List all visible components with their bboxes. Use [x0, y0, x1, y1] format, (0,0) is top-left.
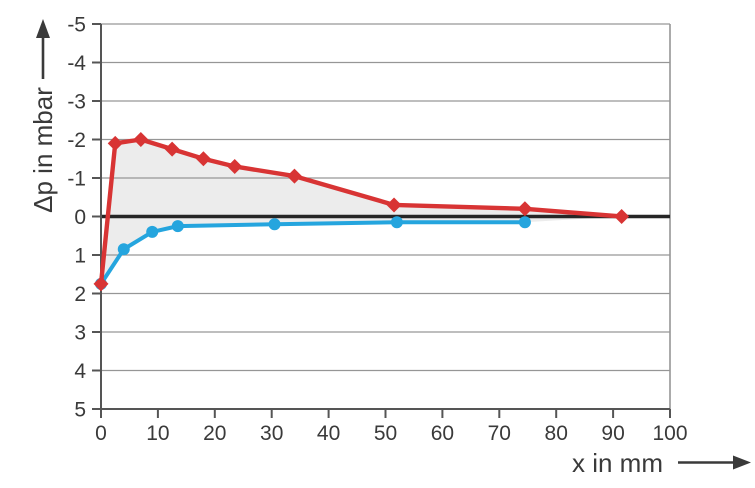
upper-pressure-curve-point-marker [286, 168, 302, 184]
lower-pressure-curve-point-marker [268, 218, 281, 231]
lower-pressure-curve-point-marker [171, 220, 184, 233]
y-tick-label--1: -1 [67, 168, 86, 191]
lower-pressure-curve-point-marker [117, 243, 130, 256]
upper-pressure-curve-point-marker [386, 197, 402, 213]
x-axis-label: x in mm [572, 448, 663, 478]
y-tick-label--3: -3 [67, 91, 86, 114]
upper-pressure-curve-group [93, 132, 630, 292]
y-tick-label--5: -5 [67, 14, 86, 37]
lower-pressure-curve-line [99, 220, 527, 286]
y-axis-arrow-icon [36, 19, 50, 79]
x-tick-label-40: 40 [317, 422, 340, 445]
upper-pressure-curve-point-marker [133, 132, 149, 147]
y-tick-label-2: 2 [74, 283, 86, 306]
lower-pressure-curve-point-marker [146, 225, 159, 238]
x-tick-label-50: 50 [374, 422, 397, 445]
y-tick-label-3: 3 [74, 322, 86, 345]
y-tick-labels-group: -5 -4 -3 -2 -1 0 1 2 3 4 5 [67, 14, 86, 422]
upper-pressure-curve-point-marker [227, 158, 243, 174]
x-axis-arrow-icon [678, 455, 751, 470]
y-tick-label--2: -2 [67, 129, 86, 152]
y-tick-label-1: 1 [74, 245, 86, 268]
x-tick-label-20: 20 [203, 422, 226, 445]
y-axis-label: Δp in mbar [28, 87, 58, 213]
x-tick-label-60: 60 [431, 422, 454, 445]
x-tick-label-10: 10 [146, 422, 169, 445]
x-tick-label-90: 90 [601, 422, 624, 445]
x-tick-label-30: 30 [260, 422, 283, 445]
y-tick-label-4: 4 [74, 360, 86, 383]
upper-pressure-curve-line [98, 137, 624, 287]
x-tick-label-80: 80 [545, 422, 568, 445]
series-group [93, 132, 630, 292]
upper-pressure-curve-point-marker [93, 276, 109, 292]
upper-pressure-curve-point-marker [164, 141, 180, 157]
upper-pressure-curve-point-marker [614, 209, 630, 224]
lower-pressure-curve-point-marker [390, 216, 403, 229]
tick-marks-group [92, 23, 671, 418]
lower-pressure-curve-point-marker [518, 216, 531, 229]
upper-pressure-curve-point-marker [107, 135, 123, 151]
upper-pressure-curve-point-marker [195, 151, 211, 167]
fill-between-region-group [101, 139, 622, 284]
y-tick-label-5: 5 [74, 399, 86, 422]
y-tick-label-0: 0 [74, 206, 86, 229]
x-tick-label-100: 100 [652, 422, 687, 445]
y-tick-label--4: -4 [67, 52, 86, 75]
x-tick-label-0: 0 [95, 422, 107, 445]
x-tick-label-70: 70 [488, 422, 511, 445]
fill-between-region [101, 139, 622, 284]
x-tick-labels-group: 0 10 20 30 40 50 60 70 80 90 100 [95, 422, 687, 445]
upper-pressure-curve-point-marker [517, 201, 533, 217]
